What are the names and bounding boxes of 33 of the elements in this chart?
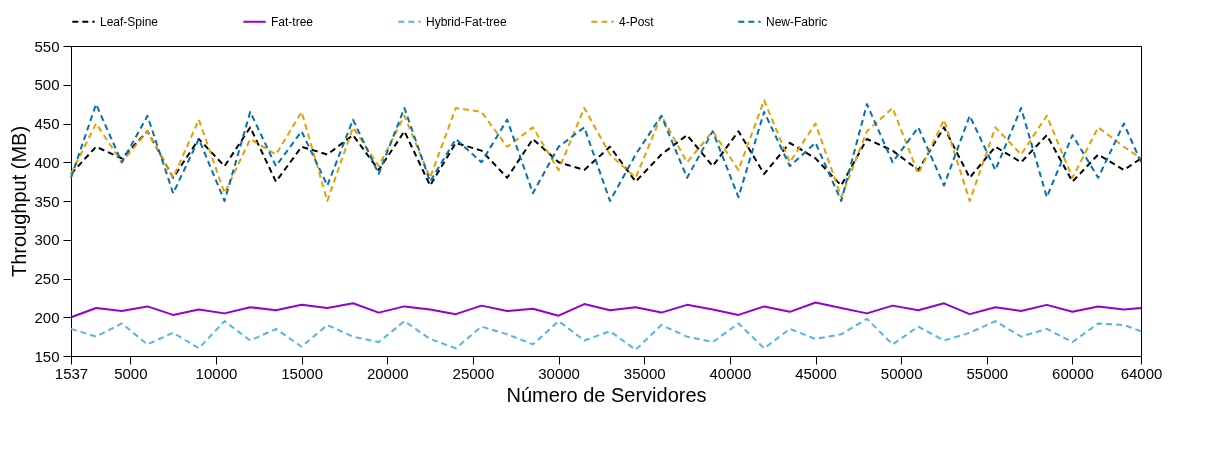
legend-label: Leaf-Spine [100, 14, 159, 29]
x-tick-label: 25000 [452, 364, 495, 382]
legend-label: New-Fabric [766, 14, 828, 29]
x-tick-label: 20000 [366, 364, 409, 382]
x-tick-label: 64000 [1120, 364, 1163, 382]
y-axis-title: Throughput (MB) [8, 125, 31, 278]
y-tick-label: 200 [34, 308, 60, 326]
x-tick-label: 35000 [623, 364, 666, 382]
y-tick-label: 450 [34, 115, 60, 132]
y-tick-label: 250 [34, 270, 60, 287]
y-tick-label: 400 [34, 153, 60, 171]
x-tick-label: 15000 [281, 364, 323, 382]
line-series [70, 317, 1142, 351]
y-tick-label: 500 [34, 76, 60, 94]
x-tick-label: 45000 [795, 364, 837, 382]
x-tick-label: 50000 [880, 364, 923, 382]
x-tick-label: 40000 [709, 364, 752, 382]
x-axis-title: Número de Servidores [506, 383, 707, 406]
x-tick-label: 60000 [1052, 364, 1094, 382]
legend-label: Fat-tree [271, 14, 314, 29]
x-tick-label: 30000 [538, 364, 580, 382]
y-tick-label: 150 [34, 347, 60, 365]
y-tick-label: 350 [34, 192, 60, 210]
x-tick-label: 55000 [966, 364, 1009, 382]
x-tick-label: 5000 [114, 364, 148, 382]
line-series [70, 126, 1142, 187]
x-tick-label: 1537 [54, 364, 89, 382]
legend-label: Hybrid-Fat-tree [426, 14, 508, 29]
y-tick-label: 550 [34, 37, 60, 55]
legend-label: 4-Post [619, 14, 655, 29]
y-tick-label: 300 [34, 231, 60, 249]
x-tick-label: 10000 [195, 364, 238, 382]
line-series [70, 301, 1142, 319]
